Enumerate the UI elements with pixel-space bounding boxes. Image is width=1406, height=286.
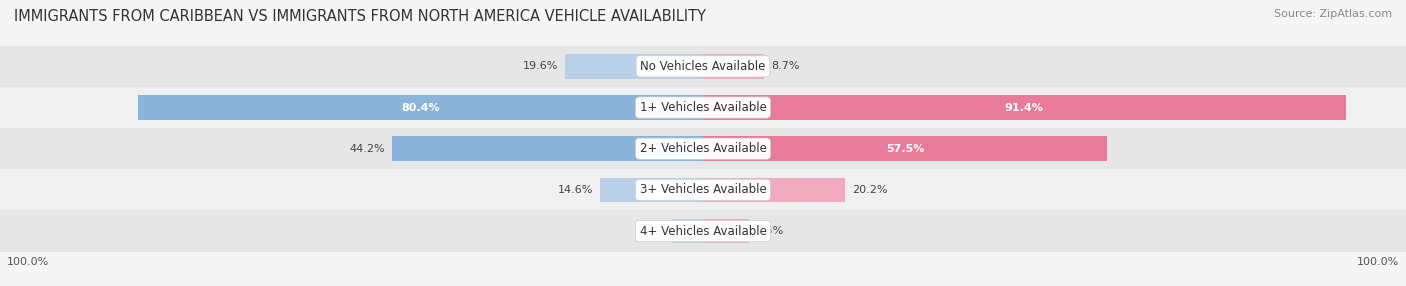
Bar [0, 210, 1406, 252]
Text: 14.6%: 14.6% [558, 185, 593, 195]
Bar [703, 54, 765, 79]
Text: 1+ Vehicles Available: 1+ Vehicles Available [640, 101, 766, 114]
Bar [0, 46, 1406, 87]
Bar [600, 178, 703, 202]
Bar [0, 128, 1406, 169]
Text: 8.7%: 8.7% [772, 61, 800, 71]
Bar [392, 136, 703, 161]
Bar [672, 219, 703, 243]
Text: 100.0%: 100.0% [7, 257, 49, 267]
Text: 4+ Vehicles Available: 4+ Vehicles Available [640, 225, 766, 238]
Bar [565, 54, 703, 79]
Bar [703, 178, 845, 202]
Text: 91.4%: 91.4% [1005, 103, 1043, 112]
Bar [138, 95, 703, 120]
Text: 57.5%: 57.5% [886, 144, 924, 154]
Text: 19.6%: 19.6% [523, 61, 558, 71]
Text: 100.0%: 100.0% [1357, 257, 1399, 267]
Text: IMMIGRANTS FROM CARIBBEAN VS IMMIGRANTS FROM NORTH AMERICA VEHICLE AVAILABILITY: IMMIGRANTS FROM CARIBBEAN VS IMMIGRANTS … [14, 9, 706, 23]
Bar [0, 169, 1406, 210]
Text: 2+ Vehicles Available: 2+ Vehicles Available [640, 142, 766, 155]
Text: 44.2%: 44.2% [350, 144, 385, 154]
Bar [703, 136, 1108, 161]
Text: 6.5%: 6.5% [756, 226, 785, 236]
Bar [703, 95, 1346, 120]
Text: 3+ Vehicles Available: 3+ Vehicles Available [640, 183, 766, 196]
Bar [703, 219, 749, 243]
Text: No Vehicles Available: No Vehicles Available [640, 60, 766, 73]
Text: Source: ZipAtlas.com: Source: ZipAtlas.com [1274, 9, 1392, 19]
Bar [0, 87, 1406, 128]
Text: 80.4%: 80.4% [401, 103, 440, 112]
Text: 4.4%: 4.4% [637, 226, 665, 236]
Text: 20.2%: 20.2% [852, 185, 887, 195]
